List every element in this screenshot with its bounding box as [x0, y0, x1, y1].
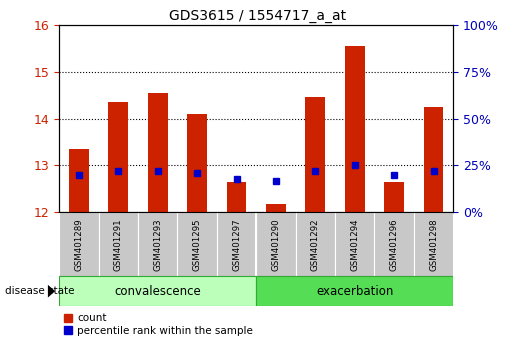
Bar — [266, 204, 286, 212]
Text: GSM401291: GSM401291 — [114, 218, 123, 270]
Bar — [217, 212, 256, 276]
Bar — [177, 212, 217, 276]
Bar — [414, 212, 453, 276]
Text: GSM401298: GSM401298 — [429, 218, 438, 270]
Bar — [59, 212, 99, 276]
Text: GSM401292: GSM401292 — [311, 218, 320, 270]
Bar — [335, 212, 374, 276]
Text: GSM401289: GSM401289 — [75, 218, 83, 270]
Bar — [256, 276, 453, 306]
Bar — [109, 102, 128, 212]
Polygon shape — [48, 285, 55, 297]
Bar — [99, 212, 138, 276]
Text: GSM401293: GSM401293 — [153, 218, 162, 270]
Bar — [424, 107, 443, 212]
Legend: count, percentile rank within the sample: count, percentile rank within the sample — [64, 313, 253, 336]
Text: convalescence: convalescence — [114, 285, 201, 298]
Bar — [256, 212, 296, 276]
Bar — [227, 182, 246, 212]
Bar — [384, 182, 404, 212]
Bar — [187, 114, 207, 212]
Bar — [296, 212, 335, 276]
Text: GSM401295: GSM401295 — [193, 218, 201, 270]
Bar — [138, 212, 177, 276]
Text: GDS3615 / 1554717_a_at: GDS3615 / 1554717_a_at — [169, 9, 346, 23]
Bar — [69, 149, 89, 212]
Text: exacerbation: exacerbation — [316, 285, 393, 298]
Bar — [59, 276, 256, 306]
Bar — [345, 46, 365, 212]
Bar — [148, 93, 167, 212]
Text: GSM401296: GSM401296 — [390, 218, 399, 270]
Text: disease state: disease state — [5, 286, 75, 296]
Bar — [305, 97, 325, 212]
Bar — [374, 212, 414, 276]
Text: GSM401290: GSM401290 — [271, 218, 280, 270]
Text: GSM401297: GSM401297 — [232, 218, 241, 270]
Text: GSM401294: GSM401294 — [350, 218, 359, 270]
